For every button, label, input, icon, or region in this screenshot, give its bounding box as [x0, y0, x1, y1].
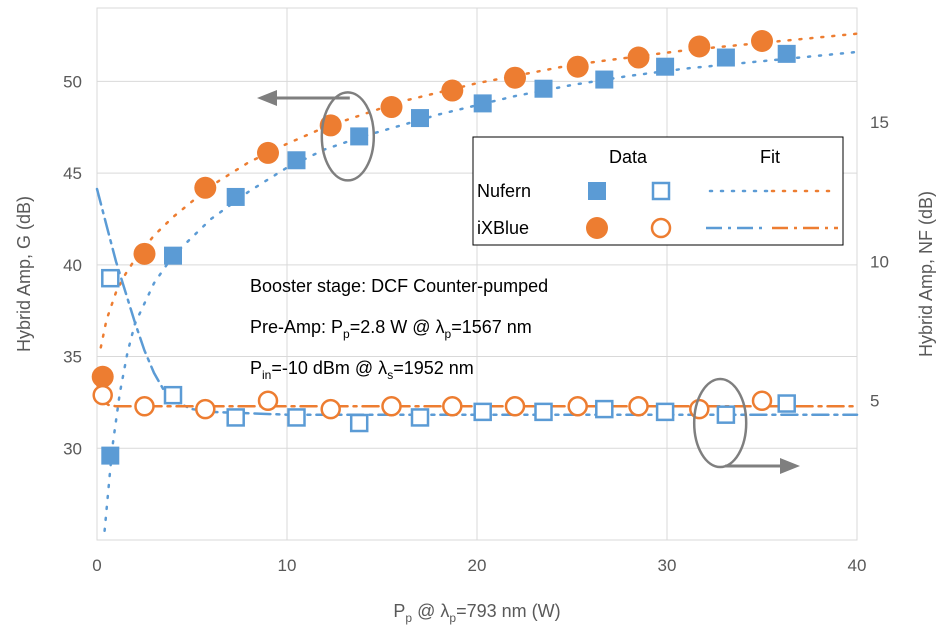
data-point-nufern-gain — [287, 151, 306, 170]
x-tick-label: 0 — [92, 556, 101, 575]
data-point-nufern-nf — [777, 394, 796, 413]
x-tick-label: 10 — [278, 556, 297, 575]
data-point-ixblue-gain — [441, 79, 464, 102]
y-left-tick-label: 50 — [63, 72, 82, 91]
legend-marker-filled-ixblue — [586, 217, 608, 239]
data-markers — [91, 30, 796, 465]
data-point-nufern-nf — [534, 402, 553, 422]
data-point-ixblue-nf — [504, 396, 526, 417]
annotations: Booster stage: DCF Counter-pumped Pre-Amp… — [250, 90, 800, 474]
data-point-nufern-gain — [164, 246, 182, 265]
data-point-nufern-gain — [226, 187, 245, 206]
data-point-ixblue-gain — [194, 176, 217, 199]
axis-titles: Pp @ λp=793 nm (W) Hybrid Amp, G (dB) Hybr… — [14, 191, 936, 625]
data-point-ixblue-gain — [319, 114, 342, 137]
y-right-tick-label: 15 — [870, 113, 889, 132]
data-point-nufern-nf — [410, 408, 430, 427]
legend-header-data: Data — [609, 147, 648, 167]
x-tick-label: 30 — [658, 556, 677, 575]
annotation-line-1: Booster stage: DCF Counter-pumped — [250, 276, 548, 296]
data-point-nufern-gain — [595, 70, 614, 89]
y-left-tick-label: 30 — [63, 439, 82, 458]
plot-area-frame — [96, 7, 858, 541]
data-point-ixblue-nf — [195, 398, 216, 420]
legend-label-nufern: Nufern — [477, 181, 531, 201]
data-point-nufern-nf — [226, 408, 245, 427]
data-point-nufern-gain — [534, 79, 553, 98]
data-point-nufern-nf — [287, 408, 306, 427]
annotation-line-2: Pre-Amp: Pp=2.8 W @ λp=1567 nm — [250, 317, 532, 341]
data-point-ixblue-gain — [380, 96, 403, 119]
tick-labels: 0 10 20 30 40 30 35 40 45 50 5 10 15 — [63, 72, 889, 575]
data-point-ixblue-gain — [257, 141, 279, 164]
legend-marker-filled-nufern — [588, 182, 606, 200]
axis-indicator-ellipse-left — [320, 91, 376, 182]
data-point-nufern-gain — [656, 57, 675, 76]
y-left-tick-label: 35 — [63, 348, 82, 367]
legend-header-fit: Fit — [760, 147, 780, 167]
y-left-tick-label: 40 — [63, 256, 82, 275]
data-point-nufern-nf — [716, 405, 736, 424]
data-point-nufern-gain — [411, 109, 429, 128]
data-point-ixblue-nf — [257, 390, 279, 411]
data-point-ixblue-gain — [133, 242, 156, 265]
y-right-tick-label: 10 — [870, 252, 889, 271]
data-point-nufern-gain — [716, 48, 735, 67]
data-point-ixblue-nf — [320, 398, 341, 420]
data-point-nufern-nf — [101, 268, 120, 288]
data-point-ixblue-nf — [689, 398, 710, 420]
data-point-ixblue-gain — [91, 365, 114, 388]
data-point-ixblue-nf — [567, 396, 588, 417]
arrowhead-left-icon — [257, 90, 277, 106]
data-point-nufern-gain — [777, 44, 796, 63]
data-point-ixblue-nf — [751, 390, 773, 411]
data-point-ixblue-gain — [627, 46, 650, 69]
data-point-nufern-nf — [595, 399, 614, 419]
data-point-nufern-gain — [101, 446, 120, 465]
data-point-ixblue-nf — [442, 396, 463, 417]
legend-marker-open-ixblue — [650, 217, 672, 239]
data-point-ixblue-nf — [92, 384, 113, 406]
legend-marker-open-nufern — [651, 181, 671, 201]
data-point-nufern-nf — [655, 402, 675, 422]
y-right-tick-label: 5 — [870, 392, 879, 411]
x-tick-label: 40 — [848, 556, 867, 575]
x-axis-title: Pp @ λp=793 nm (W) — [393, 601, 560, 625]
data-point-nufern-gain — [350, 127, 369, 146]
data-point-ixblue-gain — [566, 55, 589, 78]
y-right-axis-title: Hybrid Amp, NF (dB) — [916, 191, 936, 357]
data-point-nufern-nf — [473, 402, 492, 422]
data-point-ixblue-gain — [688, 35, 711, 58]
data-point-nufern-gain — [473, 94, 492, 113]
annotation-line-3: Pin=-10 dBm @ λs=1952 nm — [250, 358, 474, 382]
data-point-ixblue-nf — [628, 396, 649, 417]
data-point-ixblue-nf — [381, 396, 402, 417]
data-point-nufern-nf — [163, 385, 183, 405]
arrowhead-right-icon — [780, 458, 800, 474]
data-point-ixblue-gain — [751, 30, 773, 53]
y-left-axis-title: Hybrid Amp, G (dB) — [14, 196, 34, 352]
data-point-ixblue-nf — [134, 396, 155, 417]
x-tick-label: 20 — [468, 556, 487, 575]
legend: Data Fit Nufern iXBlue — [472, 136, 844, 246]
axis-indicator-ellipse-right — [692, 377, 748, 469]
data-point-nufern-nf — [349, 413, 369, 433]
legend-label-ixblue: iXBlue — [477, 218, 529, 238]
y-left-tick-label: 45 — [63, 164, 82, 183]
fit-line-ixblue-gain — [99, 32, 859, 349]
data-point-ixblue-gain — [504, 66, 526, 89]
